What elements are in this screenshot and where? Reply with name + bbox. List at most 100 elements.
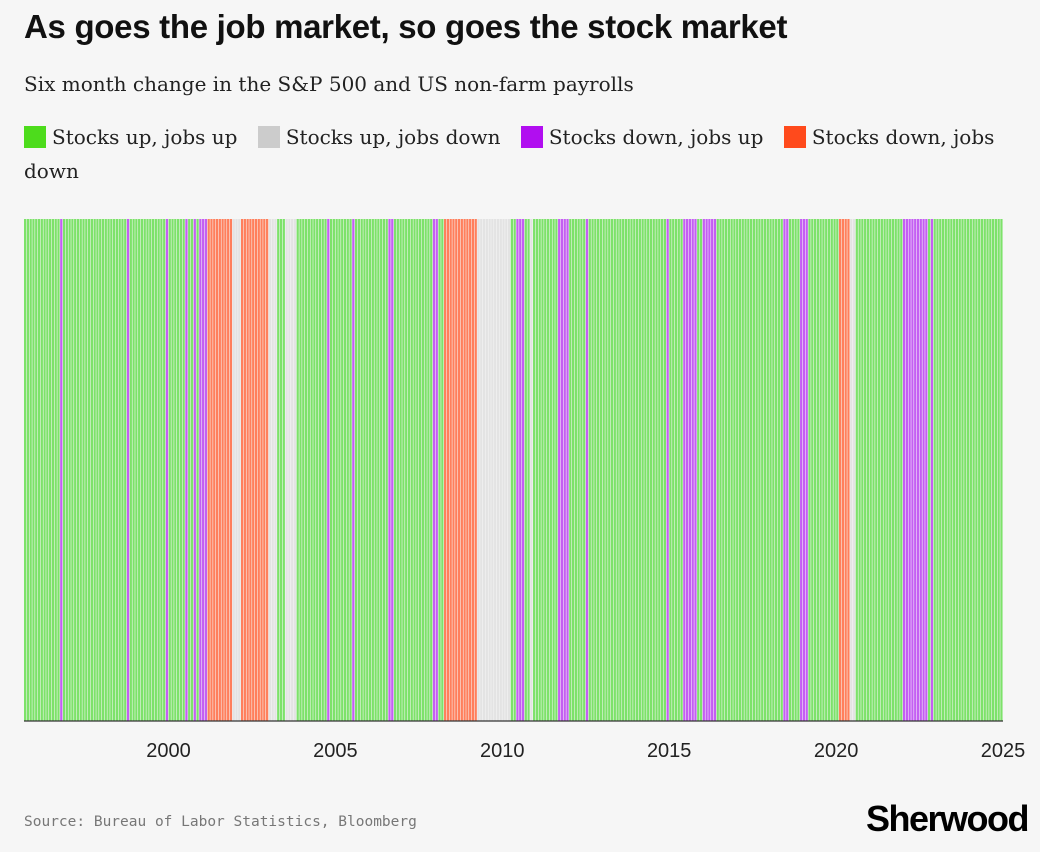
month-bar-up-up: [747, 219, 750, 721]
month-bar-up-up: [118, 219, 121, 721]
month-bar-up-up: [35, 219, 38, 721]
month-bar-up-up: [321, 219, 324, 721]
month-bar-up-up: [360, 219, 363, 721]
month-bar-up-up: [541, 219, 544, 721]
month-bar-up-up: [994, 219, 997, 721]
month-bar-up-up: [168, 219, 171, 721]
month-bar-down-down: [457, 219, 461, 721]
month-bar-down-down: [446, 219, 450, 721]
month-bar-up-up: [950, 219, 953, 721]
month-bar-up-up: [958, 219, 961, 721]
month-bar-up-up: [894, 219, 897, 721]
month-bar-down-down: [844, 219, 847, 721]
month-bar-down-down: [227, 219, 230, 721]
month-bar-up-up: [68, 219, 71, 721]
month-bar-up-up: [396, 219, 399, 721]
month-bar-up-up: [146, 219, 149, 721]
month-bar-up-up: [616, 219, 619, 721]
month-bar-up-up: [588, 219, 591, 721]
month-bar-up-up: [660, 219, 664, 721]
month-bar-up-up: [613, 219, 616, 721]
month-bar-up-down: [499, 219, 502, 721]
month-bar-down-up: [711, 219, 714, 721]
month-bar-down-up: [202, 219, 205, 721]
month-bar-up-up: [302, 219, 305, 721]
month-bar-up-up: [633, 219, 636, 721]
month-bar-up-up: [627, 219, 630, 721]
month-bar-up-up: [791, 219, 794, 721]
month-bar-up-up: [866, 219, 870, 721]
month-bar-up-down: [271, 219, 274, 721]
month-bar-down-up: [566, 219, 569, 721]
month-bar-up-up: [577, 219, 580, 721]
month-bar-up-down: [268, 219, 272, 721]
month-bar-up-up: [346, 219, 349, 721]
month-bar-up-up: [179, 219, 182, 721]
month-bar-up-up: [978, 219, 981, 721]
month-bar-up-up: [947, 219, 950, 721]
month-bar-up-up: [160, 219, 163, 721]
month-bar-up-up: [524, 219, 527, 721]
month-bar-up-up: [644, 219, 647, 721]
month-bar-up-up: [318, 219, 322, 721]
month-bar-down-down: [254, 219, 258, 721]
month-bar-up-up: [29, 219, 32, 721]
month-bar-down-up: [688, 219, 692, 721]
month-bar-up-up: [583, 219, 586, 721]
month-bar-up-up: [827, 219, 831, 721]
month-bar-down-up: [585, 219, 589, 721]
month-bar-down-up: [694, 219, 697, 721]
month-bar-up-up: [672, 219, 675, 721]
month-bar-up-up: [610, 219, 614, 721]
month-bar-down-down: [463, 219, 466, 721]
month-bar-up-up: [772, 219, 775, 721]
month-bar-up-up: [40, 219, 43, 721]
month-bar-down-up: [521, 219, 525, 721]
month-bar-down-down: [257, 219, 260, 721]
month-bar-down-up: [705, 219, 708, 721]
sherwood-logo: Sherwood: [865, 798, 1030, 839]
legend-item-up-up: Stocks up, jobs up: [24, 125, 237, 149]
month-bar-up-up: [580, 219, 583, 721]
month-bar-up-up: [74, 219, 77, 721]
month-bar-up-up: [953, 219, 956, 721]
month-bar-up-up: [724, 219, 728, 721]
month-bar-down-down: [215, 219, 219, 721]
month-bar-down-up: [683, 219, 686, 721]
month-bar-up-up: [79, 219, 82, 721]
x-tick-label: 2010: [480, 740, 525, 762]
legend-swatch-down-down: [783, 126, 806, 148]
x-tick-label: 2025: [981, 740, 1026, 762]
month-bar-up-up: [157, 219, 160, 721]
month-bar-up-up: [140, 219, 144, 721]
month-bar-up-up: [674, 219, 678, 721]
month-bar-up-up: [941, 219, 945, 721]
month-bar-up-up: [635, 219, 639, 721]
legend-label: Stocks up, jobs up: [52, 125, 238, 149]
month-bar-up-up: [897, 219, 900, 721]
month-bar-up-up: [794, 219, 797, 721]
month-bar-up-up: [527, 219, 530, 721]
month-bar-down-down: [474, 219, 477, 721]
month-bar-up-up: [402, 219, 405, 721]
month-bar-up-up: [733, 219, 736, 721]
month-bar-up-up: [324, 219, 327, 721]
month-bar-up-up: [964, 219, 967, 721]
month-bar-down-down: [841, 219, 845, 721]
month-bar-down-up: [185, 219, 188, 721]
month-bar-up-up: [855, 219, 858, 721]
month-bar-up-up: [663, 219, 666, 721]
month-bar-up-up: [669, 219, 672, 721]
month-bar-up-up: [652, 219, 655, 721]
month-bar-up-up: [761, 219, 764, 721]
month-bar-up-up: [174, 219, 177, 721]
month-bar-up-up: [649, 219, 653, 721]
month-bar-up-up: [371, 219, 374, 721]
month-bar-up-up: [780, 219, 783, 721]
month-bar-up-up: [961, 219, 964, 721]
month-bar-up-up: [763, 219, 767, 721]
month-bar-up-up: [124, 219, 127, 721]
month-bar-up-up: [658, 219, 661, 721]
month-bar-up-up: [749, 219, 753, 721]
month-bar-down-down: [213, 219, 216, 721]
